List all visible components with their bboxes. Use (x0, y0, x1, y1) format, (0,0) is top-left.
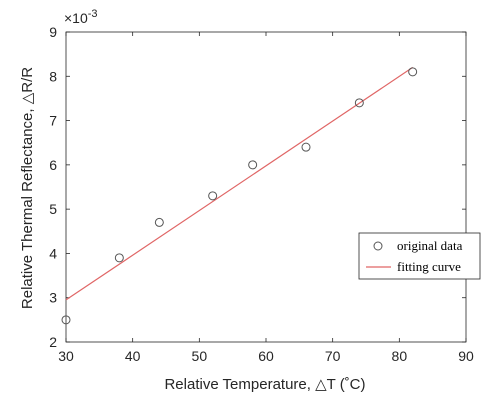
y-tick-label: 5 (49, 201, 57, 217)
series-layer (61, 66, 418, 325)
y-axis: 2 3 4 5 6 7 8 9 (49, 24, 466, 350)
data-point (61, 315, 71, 325)
x-tick-label: 50 (192, 348, 208, 364)
legend-marker-original-data (373, 241, 383, 251)
legend-label-fitting-curve: fitting curve (397, 259, 461, 274)
fitting-curve-line (65, 66, 414, 301)
y-tick-label: 4 (49, 245, 57, 261)
x-tick-label: 90 (458, 348, 474, 364)
y-tick-label: 3 (49, 290, 57, 306)
data-point (301, 142, 311, 152)
data-point (114, 253, 124, 263)
plot-area (65, 31, 467, 343)
legend: original data fitting curve (358, 232, 481, 280)
y-tick-label: 9 (49, 24, 57, 40)
data-point (248, 160, 258, 170)
plot-border (65, 31, 467, 343)
legend-box (358, 232, 481, 280)
x-tick-label: 40 (125, 348, 141, 364)
x-tick-label: 80 (392, 348, 408, 364)
data-point (408, 67, 418, 77)
data-point (354, 98, 364, 108)
x-axis: 30 40 50 60 70 80 90 (58, 32, 474, 364)
data-point (208, 191, 218, 201)
y-tick-label: 8 (49, 68, 57, 84)
y-tick-label: 2 (49, 334, 57, 350)
y-tick-label: 7 (49, 113, 57, 129)
x-tick-label: 70 (325, 348, 341, 364)
y-axis-label: Relative Thermal Reflectance, △R/R (19, 67, 36, 309)
y-tick-label: 6 (49, 157, 57, 173)
x-tick-label: 30 (58, 348, 74, 364)
data-point (154, 217, 164, 227)
legend-label-original-data: original data (397, 238, 463, 253)
x-axis-label: Relative Temperature, △T (˚C) (164, 376, 365, 393)
x-tick-label: 60 (258, 348, 274, 364)
y-multiplier-label: ×10-3 (64, 8, 98, 26)
